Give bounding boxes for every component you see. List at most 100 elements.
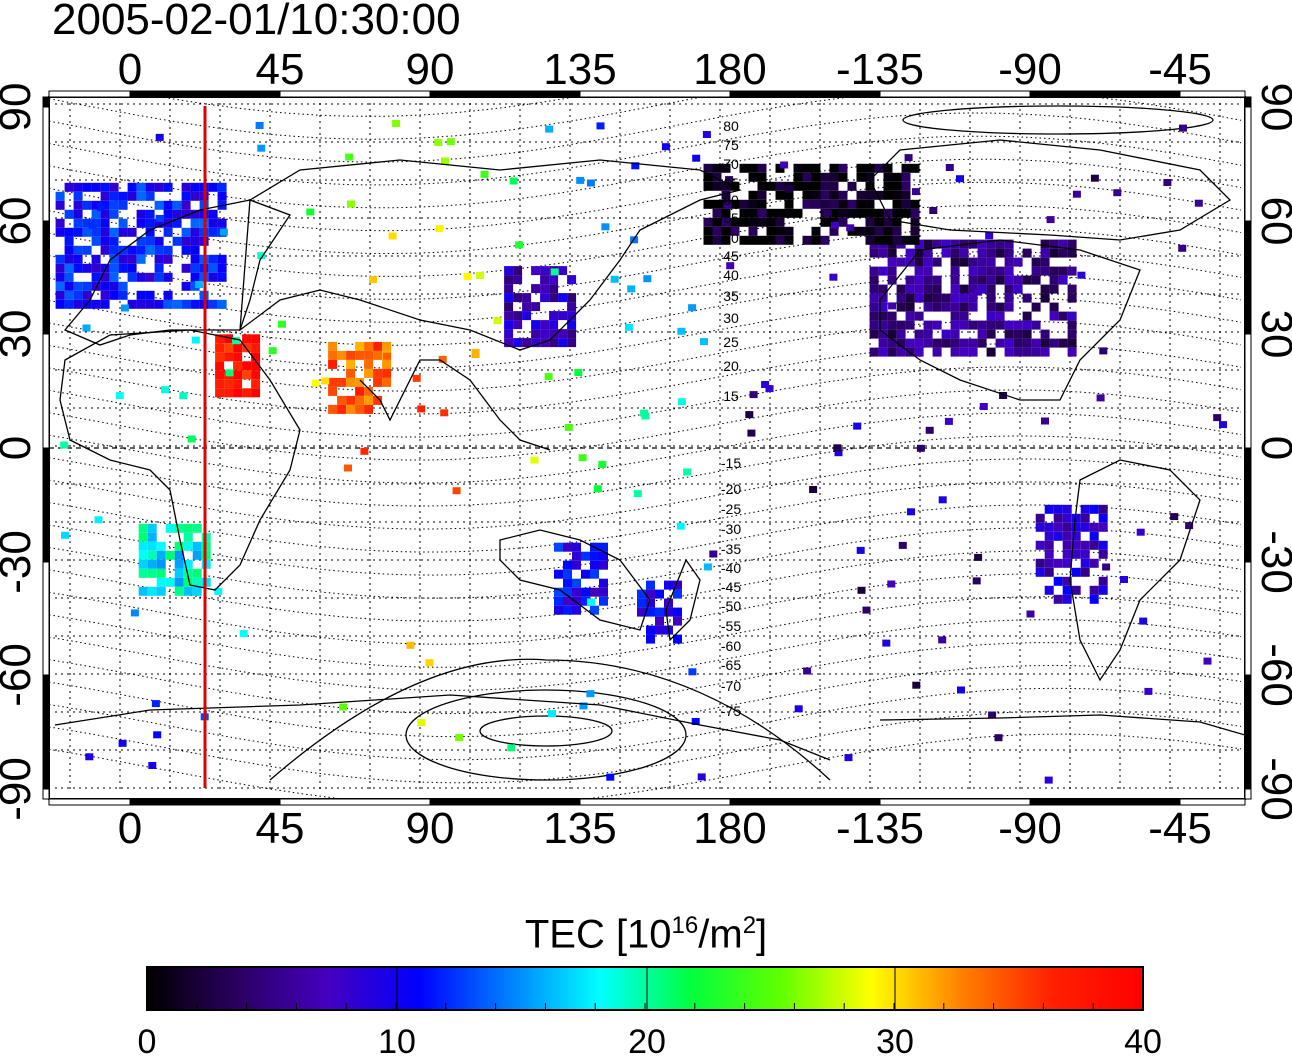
map-gridlines [49,103,1245,793]
x-tick-label-bottom: 45 [256,804,305,853]
tec-patch-siberia-alaska [703,163,920,245]
contour-label: 50 [723,230,739,246]
tec-patch-japan [504,266,577,348]
contour-label: 75 [723,137,739,153]
contour-label: 25 [723,334,739,350]
y-tick-label-left: 0 [0,436,40,460]
contour-label: 45 [723,248,739,264]
figure-title: 2005-02-01/10:30:00 [52,0,461,44]
x-tick-label-top: -135 [836,45,924,94]
x-tick-label-top: -90 [998,45,1062,94]
y-tick-label-left: 90 [0,83,40,132]
colorbar-tick-label: 10 [378,1023,416,1057]
y-tick-label-right: -60 [1252,643,1292,707]
coastline-path [239,159,742,351]
contour-label: -60 [721,638,741,654]
contour-line [49,733,1242,799]
contour-line [49,687,1242,761]
contour-line [49,665,1242,738]
x-tick-label-top: 0 [118,45,142,94]
contour-label: -55 [721,618,741,634]
contour-label: 60 [723,192,739,208]
y-tick-label-right: -30 [1252,530,1292,594]
contour-label: 55 [723,210,739,226]
contour-label: 15 [723,388,739,404]
y-tick-label-left: -60 [0,643,40,707]
contour-label: 35 [723,288,739,304]
contour-label: 20 [723,358,739,374]
x-tick-label-bottom: -90 [998,804,1062,853]
coastline-path [499,529,651,631]
coastline-path [869,139,1232,241]
contour-arc [269,658,831,781]
contour-line [49,112,1242,186]
coastline-path [1069,459,1201,682]
contour-line [49,97,1242,140]
tec-patch-s-america [1035,504,1108,604]
tec-patch-europe [55,182,227,309]
contour-label: -70 [721,678,741,694]
colorbar-tick-label: 40 [1124,1023,1162,1057]
contour-label: 80 [723,118,739,134]
coastline-path [54,694,831,761]
contour-label: -50 [721,598,741,614]
magnetic-latitude-contours [49,97,1242,799]
contour-ellipse [479,715,613,747]
contour-label: -25 [721,501,741,517]
x-tick-label-top: -45 [1148,45,1212,94]
x-tick-label-bottom: 180 [693,804,766,853]
contour-line [49,158,1242,232]
contour-label: -35 [721,541,741,557]
coastline-path [665,558,701,642]
x-tick-label-bottom: 90 [406,804,455,853]
y-tick-label-right: -90 [1252,757,1292,821]
y-tick-label-right: 60 [1252,197,1292,246]
contour-line [49,710,1242,784]
contour-label: -40 [721,560,741,576]
y-tick-label-right: 30 [1252,310,1292,359]
x-tick-label-bottom: 0 [118,804,142,853]
tec-patch-australia-se [554,542,608,615]
map-frame [42,90,1252,806]
x-tick-label-bottom: 135 [543,804,616,853]
y-tick-label-left: 30 [0,310,40,359]
x-tick-label-top: 90 [406,45,455,94]
colorbar-tick-label: 30 [876,1023,914,1057]
contour-label: -75 [721,703,741,719]
contour-label: -30 [721,521,741,537]
contour-label: 65 [723,175,739,191]
contour-label: 30 [723,310,739,326]
contour-label: 70 [723,156,739,172]
contour-ellipse [902,105,1214,135]
axis-tick-labels: 0045459090135135180180-135-135-90-90-45-… [0,45,1292,853]
colorbar-title: TEC [1016/m2] [524,912,768,957]
colorbar [146,966,1144,1011]
tec-patch-s-africa [138,523,211,596]
contour-label: -20 [721,481,741,497]
tec-patch-n-america [869,239,1077,357]
colorbar-tick-label: 20 [628,1023,666,1057]
tec-observations [55,120,1227,784]
x-tick-label-top: 135 [543,45,616,94]
x-tick-label-bottom: -135 [836,804,924,853]
colorbar-ticks: 0 10 20 30 40 [138,967,1162,1057]
coastline-path [59,329,301,591]
contour-line [49,389,1242,461]
y-tick-label-left: 60 [0,197,40,246]
x-tick-label-top: 45 [256,45,305,94]
tec-scatter [60,120,1227,784]
contour-line [49,97,1242,163]
contour-line [49,135,1242,209]
x-tick-label-bottom: -45 [1148,804,1212,853]
colorbar-tick-label: 0 [138,1023,157,1057]
contour-label: -65 [721,657,741,673]
contour-line [49,619,1242,691]
y-tick-label-left: -90 [0,757,40,821]
x-tick-label-top: 180 [693,45,766,94]
y-tick-label-left: -30 [0,530,40,594]
contour-ellipse [405,689,687,781]
coastline-path [879,714,1245,736]
contour-label: -45 [721,579,741,595]
y-tick-label-right: 0 [1252,436,1292,460]
